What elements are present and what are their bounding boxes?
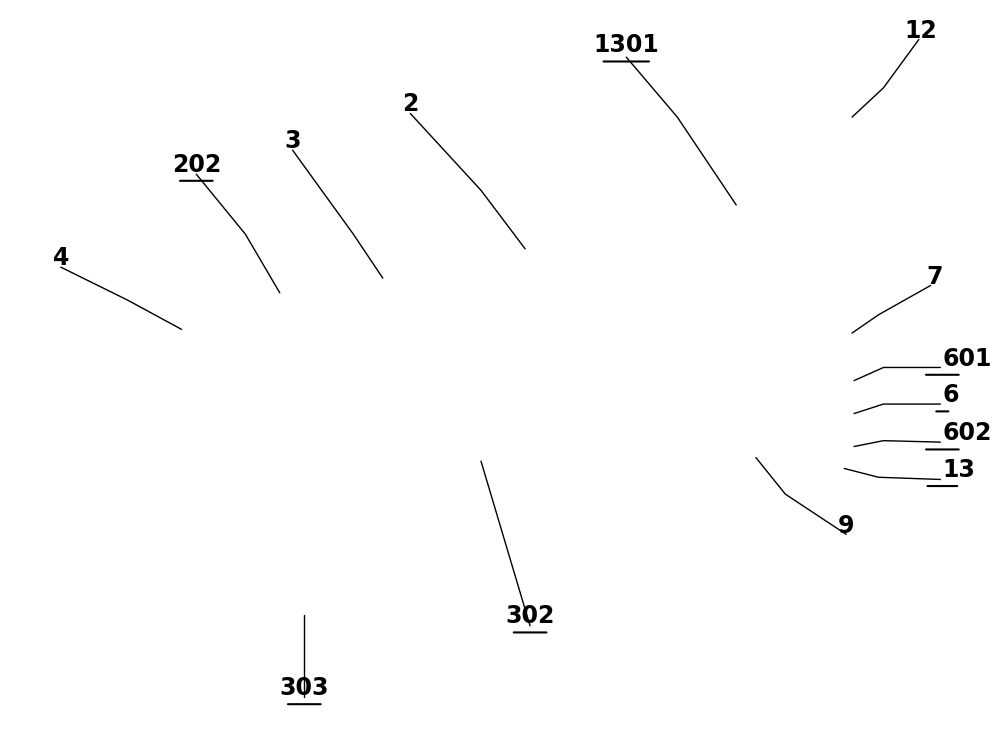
Text: 202: 202 <box>172 153 221 176</box>
Text: 6: 6 <box>942 384 959 407</box>
Text: 2: 2 <box>402 92 419 116</box>
Text: 9: 9 <box>838 514 854 537</box>
Text: 601: 601 <box>942 347 992 370</box>
Text: 1301: 1301 <box>593 34 659 57</box>
Text: 302: 302 <box>505 605 555 628</box>
Text: 4: 4 <box>53 246 69 269</box>
Text: 13: 13 <box>942 458 975 482</box>
Text: 12: 12 <box>904 19 937 42</box>
Text: 3: 3 <box>284 129 301 152</box>
Text: 7: 7 <box>926 265 943 288</box>
Text: 602: 602 <box>942 422 992 445</box>
Text: 303: 303 <box>280 676 329 700</box>
